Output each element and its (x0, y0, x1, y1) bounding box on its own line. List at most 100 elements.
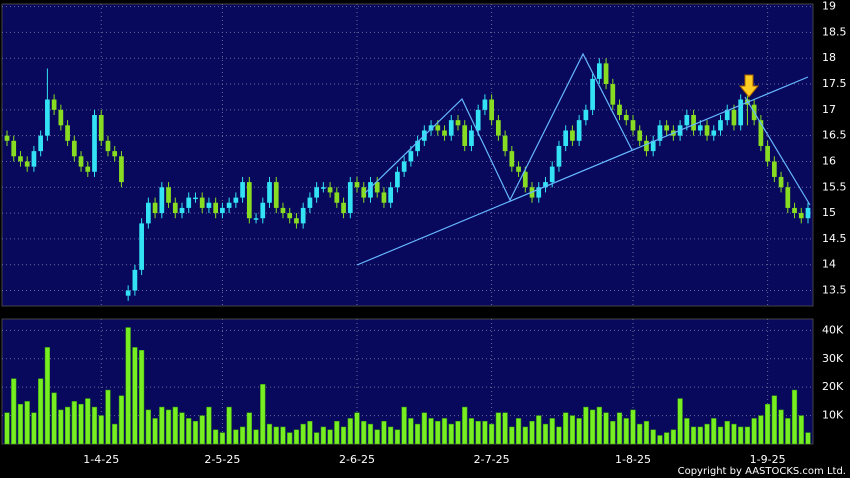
volume-bar (145, 409, 151, 445)
arrow-icon (738, 74, 760, 98)
volume-bar (765, 403, 771, 445)
candle-body (334, 192, 340, 203)
down-arrow (738, 74, 760, 98)
candle-body (45, 99, 50, 136)
candle-body (246, 182, 252, 219)
volume-bar (280, 426, 286, 445)
volume-bar (798, 415, 804, 445)
volume-bar (64, 406, 71, 445)
volume-bar (482, 421, 488, 445)
candle-body (711, 130, 717, 136)
candle-body (152, 202, 158, 214)
candle-body (765, 145, 770, 162)
y-tick-label: 15 (822, 206, 836, 219)
volume-bar (132, 347, 138, 445)
volume-bar (91, 406, 98, 445)
volume-bar (690, 426, 697, 445)
volume-bar (253, 429, 259, 445)
volume-bar (4, 412, 10, 445)
candle-body (785, 187, 791, 208)
candle-body (273, 182, 279, 208)
volume-bar (293, 429, 300, 445)
candle-body (435, 125, 441, 131)
volume-bar (51, 392, 57, 445)
candle-body (448, 120, 454, 136)
volume-bar (206, 406, 212, 445)
volume-bar (657, 435, 663, 445)
candle-body (139, 223, 144, 270)
candle-body (85, 166, 91, 172)
volume-bar (354, 412, 360, 445)
candle-body (583, 109, 589, 121)
candle-body (428, 125, 434, 131)
y-tick-label: 17 (822, 103, 836, 116)
candle-body (179, 207, 185, 214)
candle-body (193, 197, 198, 200)
candle-body (718, 120, 723, 131)
candle-body (71, 140, 77, 157)
volume-bar (226, 406, 232, 445)
candle-body (704, 125, 710, 136)
volume-bar (435, 421, 441, 445)
candle-body (475, 109, 481, 131)
volume-bar (246, 412, 252, 445)
candle-body (543, 182, 548, 188)
volume-bar (340, 426, 347, 445)
candle-body (664, 125, 670, 131)
volume-bar (623, 418, 629, 445)
candle-body (354, 182, 360, 188)
volume-bar (44, 347, 50, 445)
candle-body (630, 120, 636, 131)
candle-body (280, 207, 286, 214)
candle-body (570, 130, 575, 141)
candle-body (610, 84, 616, 105)
candle-body (51, 99, 57, 110)
candle-body (442, 130, 447, 136)
candle-body (206, 202, 212, 208)
volume-bar (771, 395, 777, 445)
volume-bar (239, 426, 246, 445)
y-tick-label: 17.5 (822, 77, 847, 90)
volume-bar (327, 429, 333, 445)
candle-body (11, 140, 17, 157)
candle-body (65, 125, 70, 141)
candle-body (98, 114, 104, 141)
y-tick-label: 18.5 (822, 25, 847, 38)
volume-bar (805, 432, 811, 445)
candle-body (603, 63, 609, 85)
volume-bar (186, 418, 192, 445)
y2-tick-label: 40K (822, 323, 844, 336)
volume-bar (717, 426, 724, 445)
candle-body (576, 120, 582, 141)
candle-body (4, 135, 10, 141)
candle-body (496, 120, 501, 136)
candle-body (186, 197, 192, 208)
volume-bar (266, 423, 273, 445)
x-tick-label: 2-6-25 (339, 453, 375, 466)
volume-bar (408, 418, 414, 445)
candle-body (78, 156, 84, 167)
volume-bar (522, 426, 528, 445)
candle-body (307, 197, 313, 208)
candle-body (368, 182, 373, 198)
candle-body (489, 99, 494, 121)
volume-bar (791, 389, 798, 445)
y-tick-label: 19 (822, 0, 836, 13)
candle-body (798, 213, 804, 219)
y-tick-label: 14.5 (822, 232, 847, 245)
candle-body (623, 114, 629, 121)
volume-bar (489, 423, 495, 445)
volume-bar (320, 426, 326, 445)
volume-bar (455, 421, 461, 445)
candle-body (159, 187, 165, 214)
volume-bar (213, 429, 219, 445)
volume-bar (589, 409, 596, 445)
candle-body (267, 182, 272, 203)
candle-body (395, 171, 400, 188)
volume-bar (85, 398, 91, 445)
candle-body (482, 99, 488, 110)
volume-bar (576, 418, 582, 445)
volume-bar (724, 421, 730, 445)
candle-body (522, 171, 528, 188)
candle-body (58, 109, 64, 126)
